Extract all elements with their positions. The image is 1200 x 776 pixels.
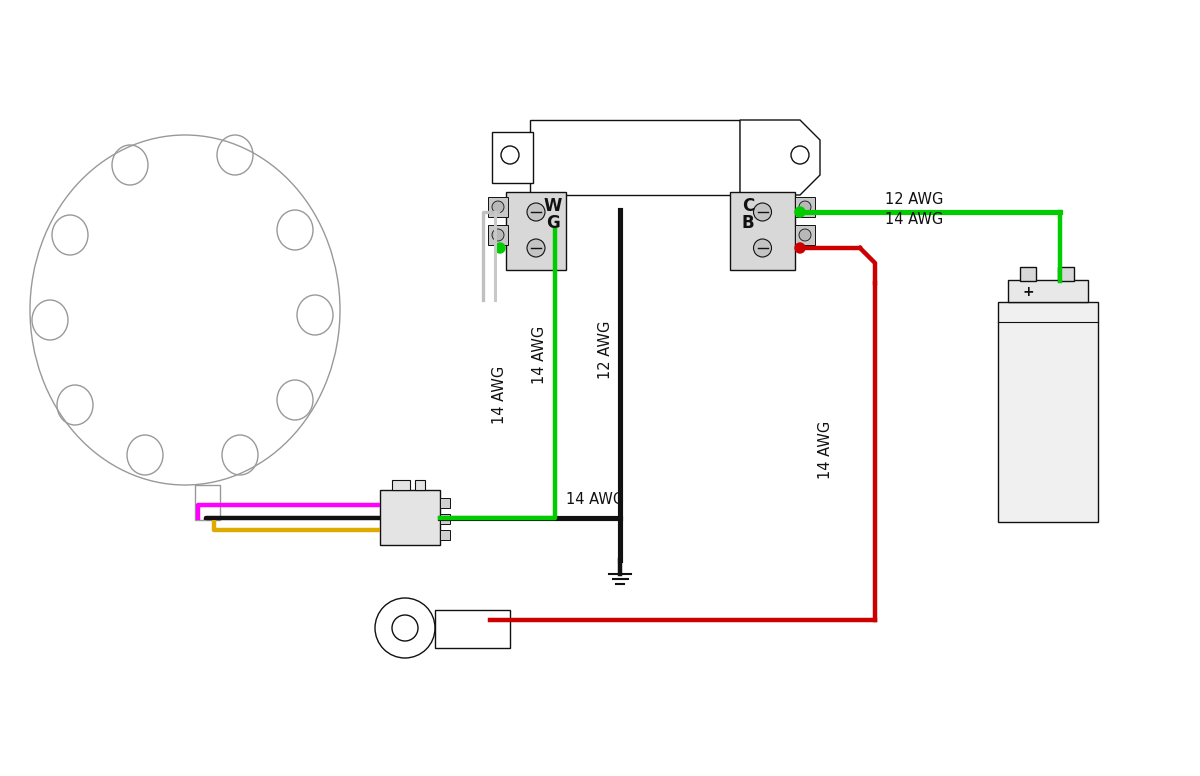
Bar xyxy=(730,192,796,270)
Bar xyxy=(488,225,508,245)
Text: +: + xyxy=(1022,285,1034,299)
Bar xyxy=(436,610,510,648)
Text: 14 AWG: 14 AWG xyxy=(817,421,833,479)
Circle shape xyxy=(796,207,805,217)
Bar xyxy=(488,197,508,217)
Text: G: G xyxy=(546,214,560,232)
Circle shape xyxy=(799,201,811,213)
Circle shape xyxy=(754,203,772,221)
Bar xyxy=(194,485,220,520)
Text: B: B xyxy=(742,214,755,232)
Circle shape xyxy=(492,201,504,213)
Text: W: W xyxy=(544,197,562,215)
Text: 14 AWG: 14 AWG xyxy=(886,213,943,227)
Bar xyxy=(796,197,815,217)
Text: C: C xyxy=(742,197,754,215)
Bar xyxy=(796,225,815,245)
Bar xyxy=(440,498,450,508)
Bar xyxy=(506,192,566,270)
Circle shape xyxy=(502,146,520,164)
Text: 14 AWG: 14 AWG xyxy=(492,365,508,424)
Circle shape xyxy=(527,239,545,257)
Text: 14 AWG: 14 AWG xyxy=(532,326,546,384)
Bar xyxy=(415,480,425,490)
Polygon shape xyxy=(740,120,820,195)
Text: 12 AWG: 12 AWG xyxy=(599,320,613,379)
Circle shape xyxy=(791,146,809,164)
Bar xyxy=(440,530,450,540)
Text: 14 AWG: 14 AWG xyxy=(566,493,624,508)
Bar xyxy=(530,120,740,195)
Circle shape xyxy=(799,229,811,241)
Bar xyxy=(1058,267,1074,281)
Bar xyxy=(392,480,410,490)
Circle shape xyxy=(496,243,505,253)
Circle shape xyxy=(527,203,545,221)
Bar xyxy=(492,132,533,183)
Bar xyxy=(1008,280,1088,302)
Bar xyxy=(1020,267,1036,281)
Circle shape xyxy=(796,243,805,253)
Bar xyxy=(440,514,450,524)
Bar xyxy=(380,490,440,545)
Bar xyxy=(998,302,1098,522)
Circle shape xyxy=(754,239,772,257)
Circle shape xyxy=(492,229,504,241)
Text: 12 AWG: 12 AWG xyxy=(886,192,943,207)
